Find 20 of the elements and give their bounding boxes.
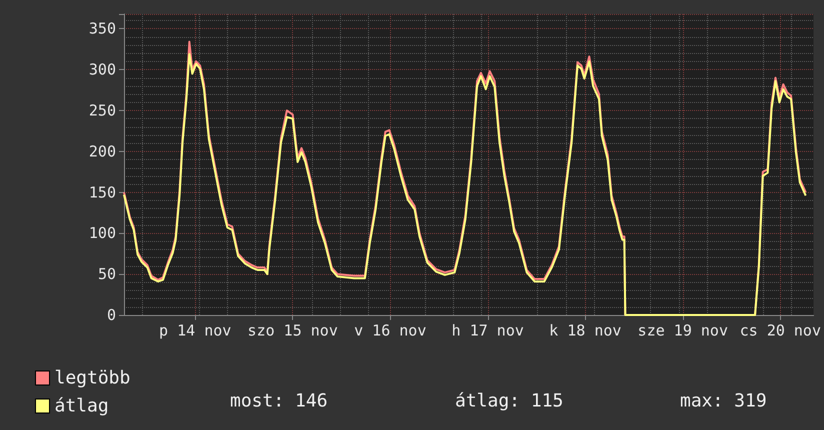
y-tick-label: 250 (88, 102, 116, 120)
y-tick-label: 350 (88, 20, 116, 38)
y-tick-label: 300 (88, 60, 116, 79)
y-tick-label: 0 (106, 306, 116, 324)
legend-label: átlag (54, 396, 109, 416)
text: átlag: 115 (455, 390, 564, 412)
x-tick-label: p 14 nov (159, 322, 232, 340)
x-tick-label: h 17 nov (452, 322, 524, 340)
x-tick-label: sze 19 nov (638, 322, 728, 340)
legend-label: legtöbb (54, 368, 130, 388)
x-tick-label: k 18 nov (549, 322, 622, 340)
text: max: 319 (680, 390, 767, 412)
y-tick-label: 50 (98, 265, 116, 284)
x-tick-label: szo 15 nov (248, 322, 338, 340)
x-tick-label: cs 20 nov (740, 322, 821, 340)
y-tick-label: 200 (88, 142, 116, 160)
x-tick-label: v 16 nov (354, 322, 426, 340)
y-tick-label: 100 (88, 224, 116, 242)
y-tick-label: 150 (88, 183, 116, 202)
text: most: 146 (230, 390, 328, 412)
